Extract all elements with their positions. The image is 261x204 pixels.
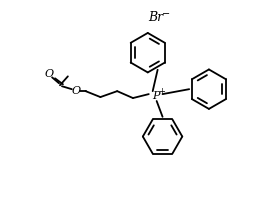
Text: P: P [152, 91, 159, 101]
Text: O: O [71, 86, 80, 96]
Text: −: − [162, 9, 170, 19]
Text: Br: Br [148, 11, 163, 24]
Text: +: + [158, 87, 165, 96]
Text: O: O [45, 69, 54, 79]
